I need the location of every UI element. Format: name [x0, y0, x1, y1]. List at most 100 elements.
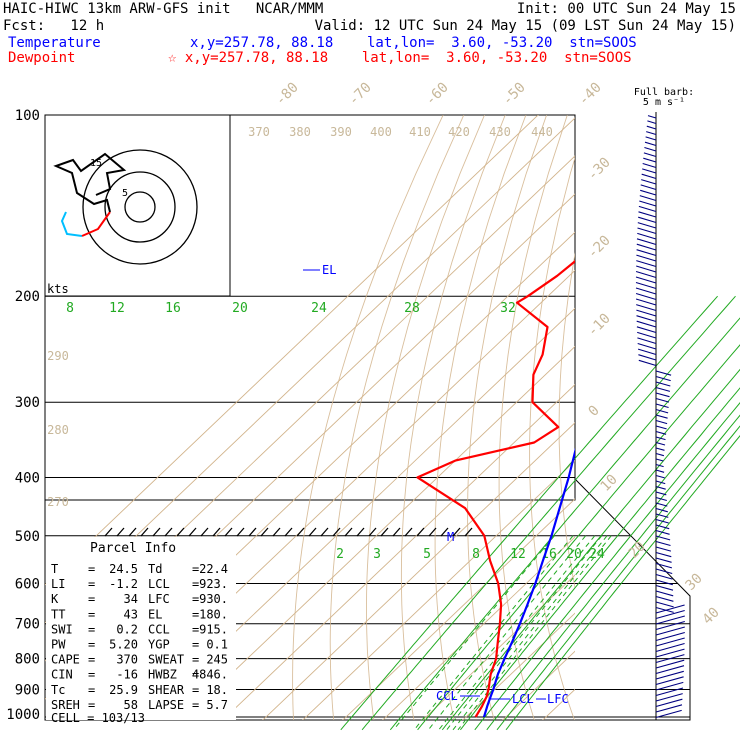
wind-barb [655, 513, 669, 518]
theta-label: 390 [330, 125, 352, 139]
wind-barb [647, 115, 657, 119]
wind-barb [635, 270, 657, 279]
parcel-value: 22.4 [199, 562, 228, 576]
mixing-ratio-line [441, 368, 740, 731]
pressure-label-600: 600 [15, 576, 40, 592]
pressure-label-800: 800 [15, 652, 40, 668]
mixing-ratio-label: 20 [566, 547, 582, 562]
parcel-value: 43 [124, 607, 138, 621]
parcel-value: 370 [116, 653, 138, 667]
mixing-ratio-label: 32 [500, 301, 516, 316]
hodograph-ring-label: 15 [90, 158, 102, 169]
wind-barb [655, 408, 669, 414]
parcel-key: TT [51, 607, 65, 621]
parcel-key: CCL [148, 622, 170, 636]
parcel-value: 18. [206, 683, 228, 697]
wind-barb [655, 430, 667, 435]
wind-barb [655, 648, 685, 658]
wind-barb [640, 189, 657, 196]
hatch-mark [152, 527, 161, 537]
hodograph-trace-low [60, 211, 83, 237]
parcel-panel [46, 537, 236, 720]
pressure-label-900: 900 [15, 682, 40, 698]
wind-barb [641, 179, 657, 185]
wind-barb [655, 441, 666, 446]
isotherm-label: 40 [700, 605, 723, 628]
wind-barb [655, 654, 685, 664]
pressure-label-500: 500 [15, 529, 40, 545]
temperature-line [482, 447, 575, 718]
model-title: HAIC-HIWC 13km ARW-GFS init NCAR/MMM [3, 1, 324, 17]
moist-adiabat-line [428, 535, 586, 731]
parcel-key: LCL [148, 577, 170, 591]
hatch-mark [452, 527, 461, 537]
parcel-eq: = [88, 607, 95, 621]
parcel-eq: = [88, 577, 95, 591]
parcel-key: SWI [51, 622, 73, 636]
wind-barb [655, 535, 671, 541]
barb-header: Full barb: [634, 87, 694, 98]
wind-barb [655, 474, 665, 479]
theta-label: 420 [448, 125, 470, 139]
wind-barb [638, 211, 657, 218]
hatch-mark [128, 527, 137, 537]
wind-barb [655, 414, 668, 419]
hodograph-frame [44, 114, 231, 297]
wind-barb [655, 529, 670, 535]
hatch-mark [320, 527, 329, 537]
mixing-ratio-label: 24 [311, 301, 327, 316]
isotherm [382, 536, 575, 720]
wind-barb [641, 173, 657, 180]
hatch-mark [224, 527, 233, 537]
parcel-eq: = [88, 698, 95, 712]
parcel-value: 245 [206, 653, 228, 667]
wind-barb [636, 304, 657, 312]
theta-label: 290 [47, 349, 69, 363]
wind-barb [643, 152, 657, 158]
parcel-value: 0.2 [116, 622, 138, 636]
wind-barb [655, 620, 685, 631]
hodograph-trace-mid [81, 211, 111, 237]
parcel-eq: = [88, 562, 95, 576]
wind-barb [655, 436, 666, 441]
wind-barb [635, 287, 657, 295]
parcel-eq: = [192, 562, 199, 576]
parcel-title: Parcel Info [90, 541, 176, 556]
hatch-mark [416, 527, 425, 537]
wind-barb [655, 551, 672, 558]
wind-barb [655, 562, 673, 569]
parcel-eq: = [88, 668, 95, 682]
wind-barb [638, 354, 657, 361]
isotherm-label: 0 [586, 403, 603, 420]
parcel-value: 5.20 [109, 638, 138, 652]
dry-adiabat [434, 115, 527, 720]
wind-barb [645, 136, 657, 141]
wind-barb [642, 168, 657, 174]
wind-barb [655, 681, 684, 691]
parcel-key: YGP [148, 638, 170, 652]
parcel-key: SWEAT [148, 653, 184, 667]
dry-adiabat [329, 115, 465, 720]
parcel-value: 923. [199, 577, 228, 591]
wind-barb [655, 573, 673, 580]
hatch-mark [404, 527, 413, 537]
wind-barb [655, 557, 672, 563]
wind-barb [637, 222, 657, 229]
theta-label: 280 [47, 423, 69, 437]
wind-barb [635, 276, 657, 284]
isotherm [613, 87, 740, 729]
wind-barb [655, 659, 685, 669]
theta-label: 410 [409, 125, 431, 139]
hatch-mark [284, 527, 293, 537]
parcel-value: 24.5 [109, 562, 138, 576]
init-time: Init: 00 UTC Sun 24 May 15 [516, 1, 736, 17]
mixing-ratio-label: 8 [66, 301, 74, 316]
isotherm [342, 498, 575, 720]
parcel-key: SREH [51, 698, 80, 712]
isotherm-label: 30 [683, 571, 706, 594]
el-label: EL [322, 263, 336, 277]
wind-barb [639, 195, 657, 202]
isotherm [45, 115, 539, 586]
parcel-value: 25.9 [109, 683, 138, 697]
wind-barb [655, 626, 685, 636]
